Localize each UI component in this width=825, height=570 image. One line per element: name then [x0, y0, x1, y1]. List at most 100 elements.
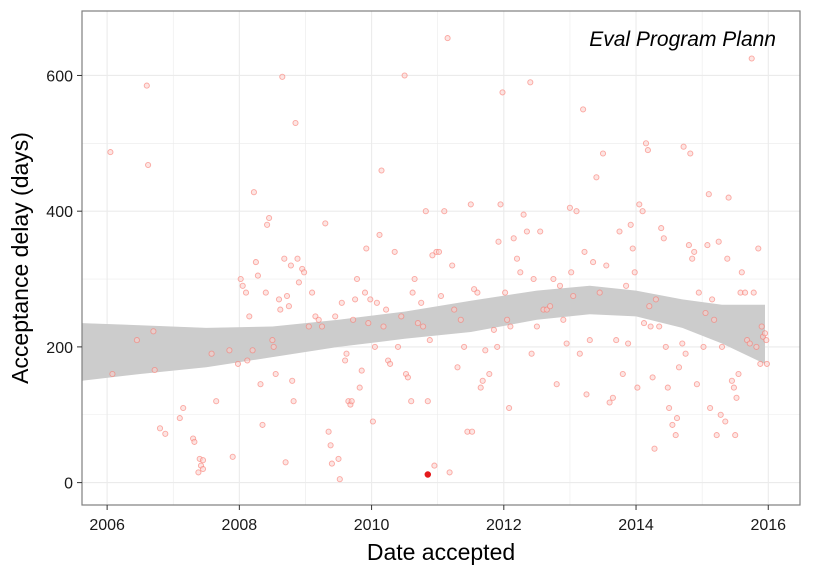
data-point — [244, 357, 251, 364]
data-point — [606, 399, 613, 406]
data-point — [672, 432, 679, 439]
data-point — [517, 269, 524, 276]
data-point — [675, 364, 683, 371]
data-point — [763, 337, 770, 344]
data-point — [581, 248, 588, 255]
data-point — [619, 370, 626, 378]
data-point — [687, 150, 694, 157]
highlight-data-point — [424, 471, 432, 478]
data-point — [411, 275, 418, 283]
data-point — [424, 398, 431, 405]
data-point — [730, 384, 737, 391]
data-point — [748, 55, 755, 62]
data-point — [527, 79, 534, 86]
data-point — [658, 225, 665, 232]
data-point — [477, 384, 484, 391]
data-point — [336, 476, 343, 483]
data-point — [722, 418, 729, 425]
data-point — [429, 252, 436, 259]
data-point — [335, 455, 342, 462]
data-point — [454, 364, 461, 371]
data-point — [530, 275, 537, 283]
x-tick-label: 2008 — [222, 517, 258, 534]
data-point — [693, 381, 700, 388]
data-point — [725, 194, 732, 201]
data-point — [646, 303, 653, 310]
data-point — [583, 391, 590, 398]
data-point — [208, 350, 215, 357]
data-point — [504, 316, 511, 323]
data-point — [234, 360, 242, 367]
data-point — [482, 347, 489, 354]
data-point — [143, 82, 150, 89]
x-tick-label: 2014 — [618, 517, 654, 534]
data-point — [550, 275, 557, 283]
data-point — [733, 394, 740, 401]
data-point — [327, 442, 334, 449]
data-point — [237, 275, 244, 283]
data-point — [275, 296, 283, 303]
data-point — [713, 432, 720, 439]
panel-border — [81, 10, 801, 506]
data-point — [437, 292, 445, 300]
data-point — [689, 255, 696, 262]
data-point — [717, 411, 724, 418]
data-point — [568, 269, 575, 276]
data-point — [685, 242, 692, 249]
y-tick-label: 600 — [46, 68, 73, 85]
data-point — [162, 430, 169, 437]
data-point — [358, 367, 365, 374]
data-point — [315, 316, 322, 323]
data-point — [680, 143, 687, 150]
data-point — [647, 323, 654, 330]
data-point — [342, 357, 349, 364]
data-point — [257, 381, 264, 388]
data-point — [679, 340, 686, 347]
data-point — [408, 398, 415, 405]
data-point — [664, 384, 671, 391]
data-point — [252, 259, 259, 266]
data-point — [422, 208, 429, 215]
data-point — [593, 174, 600, 181]
data-point — [613, 337, 620, 344]
data-point — [732, 432, 739, 439]
data-point — [490, 326, 497, 333]
data-point — [570, 292, 577, 300]
data-point — [533, 323, 540, 330]
data-point — [350, 316, 357, 323]
data-point — [264, 221, 271, 228]
x-tick-label: 2006 — [89, 517, 125, 534]
data-point — [616, 228, 623, 235]
x-tick-label: 2010 — [354, 517, 390, 534]
data-point — [180, 404, 187, 412]
data-point — [213, 398, 220, 405]
data-point — [367, 296, 374, 303]
data-point — [553, 381, 560, 388]
data-point — [363, 245, 370, 252]
data-point — [537, 228, 544, 235]
data-point — [573, 208, 580, 215]
data-point — [387, 360, 394, 367]
data-point — [651, 445, 658, 452]
data-point — [318, 323, 326, 330]
data-point — [639, 208, 646, 215]
data-point — [705, 191, 712, 198]
data-point — [418, 299, 425, 306]
data-point — [376, 231, 383, 238]
data-point — [682, 350, 689, 357]
data-point — [669, 421, 676, 428]
data-point — [332, 313, 339, 320]
journal-annotation: Eval Program Plann — [589, 28, 776, 51]
data-point — [695, 289, 702, 296]
data-point — [652, 296, 659, 303]
data-point — [656, 323, 663, 330]
data-point — [644, 147, 651, 154]
data-point — [176, 415, 183, 422]
data-point — [457, 316, 464, 323]
points-layer — [107, 35, 770, 483]
data-point — [431, 462, 438, 469]
data-point — [763, 360, 770, 367]
data-point — [449, 262, 456, 269]
data-point — [426, 337, 433, 344]
data-point — [292, 119, 299, 127]
